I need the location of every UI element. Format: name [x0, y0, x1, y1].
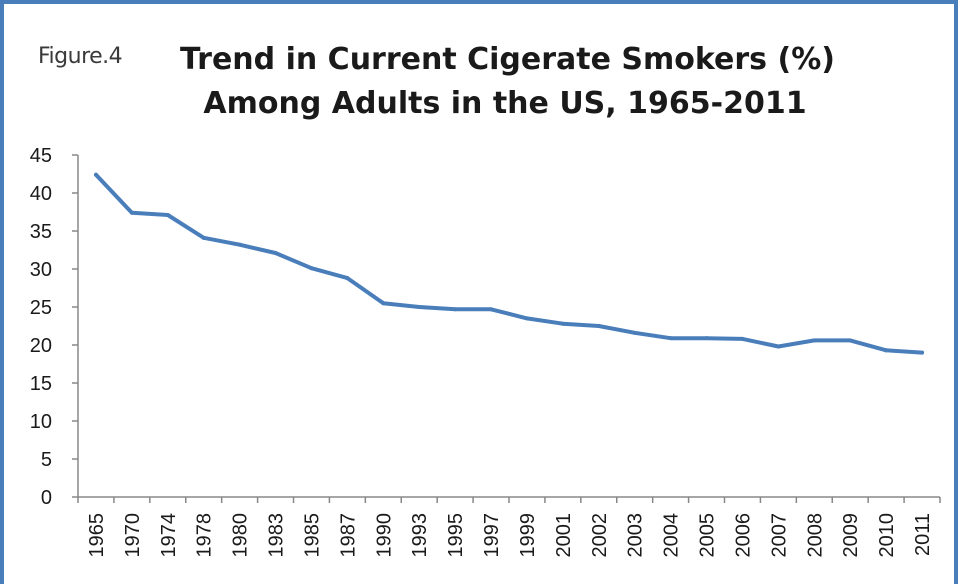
data-point — [237, 242, 242, 247]
data-point — [560, 321, 565, 326]
x-tick-label: 2010 — [876, 513, 898, 558]
y-axis: 0 5 10 15 20 25 30 35 40 45 — [30, 145, 79, 509]
y-tick-label: 0 — [41, 487, 52, 509]
data-point — [453, 307, 458, 312]
data-point — [848, 338, 853, 343]
y-tick-label: 35 — [30, 221, 52, 243]
x-tick-label: 1987 — [337, 513, 359, 558]
data-point — [489, 307, 494, 312]
figure-label: Figure.4 — [38, 44, 123, 69]
x-tick-label: 1993 — [409, 513, 431, 558]
x-tick-label: 2001 — [553, 513, 575, 558]
x-tick-label: 1995 — [445, 513, 467, 558]
x-tick-label: 2007 — [768, 513, 790, 558]
data-point — [668, 336, 673, 341]
data-point — [884, 348, 889, 353]
x-tick-label: 1997 — [481, 513, 503, 558]
data-point — [704, 336, 709, 341]
chart-title: Trend in Current Cigerate Smokers (%) Am… — [180, 38, 835, 126]
y-tick-label: 10 — [30, 411, 52, 433]
y-tick-label: 15 — [30, 373, 52, 395]
data-point — [165, 213, 170, 218]
x-tick-label: 1970 — [122, 513, 144, 558]
data-point — [345, 276, 350, 281]
y-tick-label: 40 — [30, 183, 52, 205]
data-point — [632, 330, 637, 335]
x-tick-label: 2008 — [804, 513, 826, 558]
chart-title-line-2: Among Adults in the US, 1965-2011 — [203, 86, 807, 121]
x-tick-label: 2009 — [840, 513, 862, 558]
y-tick-label: 45 — [30, 145, 52, 167]
y-tick-label: 5 — [41, 449, 52, 471]
data-point — [93, 172, 98, 177]
frame-edge-left — [0, 0, 4, 584]
data-point — [524, 316, 529, 321]
data-point — [273, 251, 278, 256]
x-tick-label: 1985 — [301, 513, 323, 558]
y-tick-label: 30 — [30, 259, 52, 281]
x-tick-label: 2002 — [589, 513, 611, 558]
data-point — [309, 266, 314, 271]
x-tick-label: 1983 — [266, 513, 288, 558]
y-tick-label: 20 — [30, 335, 52, 357]
frame-edge-right — [954, 0, 958, 584]
x-tick-label: 2011 — [912, 513, 934, 556]
x-tick-label: 2004 — [661, 513, 683, 558]
data-point — [776, 344, 781, 349]
x-tick-label: 2006 — [732, 513, 754, 558]
data-point — [381, 301, 386, 306]
frame-edge-top — [0, 0, 958, 4]
x-tick-label: 1990 — [373, 513, 395, 558]
x-tick-label: 1980 — [230, 513, 252, 558]
x-tick-label: 1965 — [86, 513, 108, 558]
series-group — [93, 172, 925, 355]
data-point — [740, 336, 745, 341]
data-point — [129, 210, 134, 215]
x-tick-label: 1978 — [194, 513, 216, 558]
x-axis: 1965 1970 1974 1978 1980 1983 1985 1987 1990 1993… — [77, 496, 941, 558]
data-point — [812, 338, 817, 343]
y-tick-label: 25 — [30, 297, 52, 319]
x-tick-label: 2003 — [625, 513, 647, 558]
data-point — [201, 235, 206, 240]
x-tick-label: 1974 — [158, 513, 180, 558]
data-point — [920, 350, 925, 355]
x-tick-label: 2005 — [697, 513, 719, 558]
chart-title-line-1: Trend in Current Cigerate Smokers (%) — [180, 42, 835, 77]
data-point — [417, 305, 422, 309]
x-tick-label: 1999 — [517, 513, 539, 558]
series-line — [94, 172, 924, 355]
data-point — [596, 324, 601, 328]
